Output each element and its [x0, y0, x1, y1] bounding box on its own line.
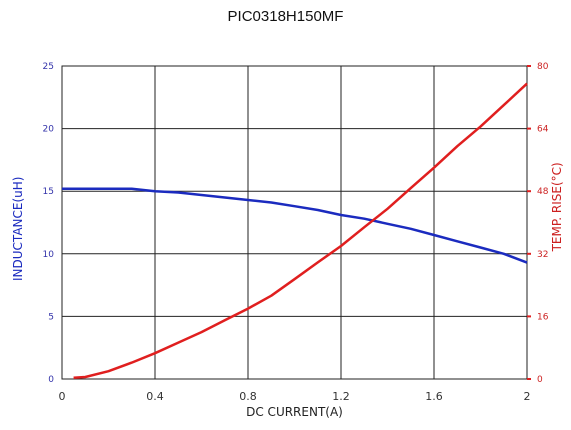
x-tick-label: 1.6 [425, 390, 443, 403]
left-y-tick-label: 10 [43, 250, 55, 260]
x-tick-label: 0.4 [146, 390, 164, 403]
right-y-tick-label: 48 [537, 187, 549, 197]
left-y-axis-label: INDUCTANCE(uH) [11, 177, 25, 281]
inductance-series-line [62, 187, 528, 264]
right-y-tick-label: 32 [537, 250, 548, 260]
right-y-tick-label: 64 [537, 125, 549, 135]
grid-layer [62, 66, 527, 379]
left-y-tick-label: 25 [43, 62, 54, 72]
right-y-tick-label: 16 [537, 312, 549, 322]
right-y-axis-label: TEMP. RISE(°C) [550, 162, 564, 252]
right-y-tick-label: 0 [537, 375, 543, 385]
left-y-tick-label: 5 [48, 312, 54, 322]
left-y-tick-label: 15 [43, 187, 54, 197]
left-y-tick-label: 20 [43, 125, 55, 135]
x-tick-label: 0 [59, 390, 66, 403]
right-y-tick-label: 80 [537, 62, 549, 72]
series-layer [62, 82, 528, 380]
x-tick-label: 2 [524, 390, 531, 403]
plot-frame [61, 65, 528, 380]
temp-rise-series-line [73, 82, 528, 380]
chart-title: PIC0318H150MF [227, 8, 344, 25]
x-tick-label: 1.2 [332, 390, 350, 403]
x-tick-label: 0.8 [239, 390, 257, 403]
x-axis-label: DC CURRENT(A) [246, 405, 343, 419]
left-y-tick-label: 0 [48, 375, 54, 385]
